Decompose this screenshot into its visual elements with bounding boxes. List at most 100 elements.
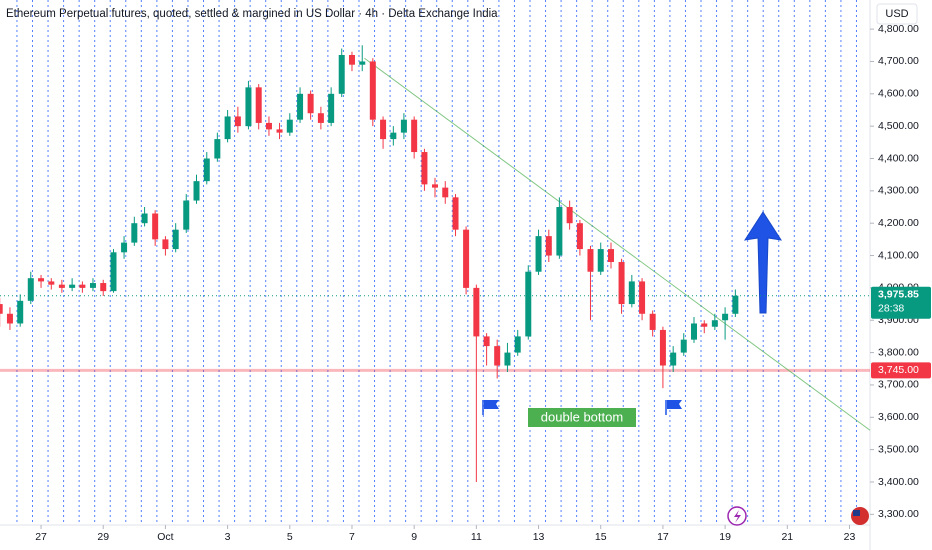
x-tick-label: 21 <box>781 531 793 543</box>
y-tick-label: 4,800.00 <box>878 23 919 35</box>
candle-body <box>0 304 3 314</box>
x-tick-label: 29 <box>97 531 109 543</box>
countdown: 28:38 <box>878 302 904 314</box>
y-tick-label: 3,400.00 <box>878 476 919 488</box>
last-price-box <box>871 286 931 319</box>
candle-body <box>545 236 552 256</box>
candle-body <box>711 320 718 327</box>
x-tick-label: 27 <box>35 531 47 543</box>
candle-body <box>732 295 739 314</box>
candle-body <box>369 61 376 120</box>
candle-body <box>328 93 335 123</box>
candle-body <box>27 278 34 301</box>
candle-body <box>110 252 117 292</box>
candle-body <box>6 313 13 324</box>
candle-body <box>411 119 418 153</box>
y-tick-label: 3,600.00 <box>878 411 919 423</box>
x-tick-label: 23 <box>844 531 856 543</box>
last-price-label: 3,975.85 <box>878 288 919 300</box>
x-tick-label: 17 <box>657 531 669 543</box>
candle-body <box>566 207 573 224</box>
candle-body <box>234 116 241 127</box>
candle-body <box>535 236 542 272</box>
candle-body <box>255 87 262 123</box>
candle-body <box>224 116 231 140</box>
candle-body <box>628 281 635 305</box>
candle-body <box>701 323 708 327</box>
x-tick-label: 11 <box>471 531 482 543</box>
candle-body <box>421 152 428 185</box>
candle-body <box>432 184 438 188</box>
candle-body <box>504 352 511 366</box>
candle-body <box>670 352 677 366</box>
candle-body <box>525 271 532 337</box>
candle-body <box>48 281 55 285</box>
candle-body <box>556 207 563 256</box>
candle-body <box>359 61 366 65</box>
candle-body <box>649 313 656 330</box>
y-tick-label: 4,200.00 <box>878 217 919 229</box>
candle-body <box>89 283 96 288</box>
candle-body <box>317 113 324 123</box>
candle-body <box>473 287 480 337</box>
chart-title: Ethereum Perpetual futures, quoted, sett… <box>6 8 498 20</box>
candle-body <box>286 119 293 133</box>
candle-body <box>121 242 128 253</box>
candle-body <box>639 281 646 314</box>
candle-body <box>193 181 200 201</box>
candle-body <box>463 229 470 288</box>
candle-body <box>380 119 387 140</box>
flag-marker <box>482 400 499 415</box>
candle-body <box>680 339 687 353</box>
candle-body <box>400 119 407 133</box>
y-tick-label: 3,700.00 <box>878 379 919 391</box>
candle-body <box>297 93 304 120</box>
candle-body <box>265 122 272 130</box>
country-icon-canton <box>853 510 860 516</box>
candle-body <box>183 200 190 230</box>
y-tick-label: 3,300.00 <box>878 508 919 520</box>
candle-body <box>79 284 86 288</box>
x-tick-label: 7 <box>349 531 355 543</box>
annotation-box <box>528 408 636 427</box>
currency-button[interactable] <box>876 3 918 25</box>
annotation: double bottom <box>541 409 623 424</box>
candle-body <box>348 54 355 65</box>
candle-body <box>307 93 314 114</box>
candle-body <box>618 262 625 305</box>
candle-body <box>38 278 45 282</box>
candle-body <box>442 187 449 198</box>
candle-body <box>452 197 459 230</box>
up-arrow <box>743 211 783 314</box>
candle-body <box>17 300 24 324</box>
x-tick-label: 9 <box>411 531 417 543</box>
candle-body <box>691 323 698 340</box>
candle-body <box>390 132 397 140</box>
y-tick-label: 4,700.00 <box>878 55 919 67</box>
candle-body <box>587 249 594 272</box>
x-tick-label: 5 <box>287 531 293 543</box>
candle-body <box>58 284 65 288</box>
currency[interactable]: USD <box>885 8 908 20</box>
y-tick-label: 4,400.00 <box>878 152 919 164</box>
candle-body <box>338 54 345 94</box>
candle-body <box>607 249 614 263</box>
y-tick-label: 4,100.00 <box>878 249 919 261</box>
trendline <box>364 57 871 431</box>
candle-body <box>494 346 501 366</box>
candle-body <box>214 139 221 159</box>
candle-body <box>597 249 604 272</box>
candle-body <box>131 223 138 243</box>
support-price-box <box>871 362 931 379</box>
x-tick-label: 15 <box>595 531 607 543</box>
x-tick-label: 19 <box>719 531 731 543</box>
candle-body <box>483 336 490 347</box>
candle-body <box>100 283 107 292</box>
candle-body <box>141 213 148 224</box>
y-tick-label: 4,300.00 <box>878 185 919 197</box>
y-tick-label: 3,500.00 <box>878 443 919 455</box>
y-tick-label: 3,800.00 <box>878 346 919 358</box>
candle-body <box>514 336 521 353</box>
